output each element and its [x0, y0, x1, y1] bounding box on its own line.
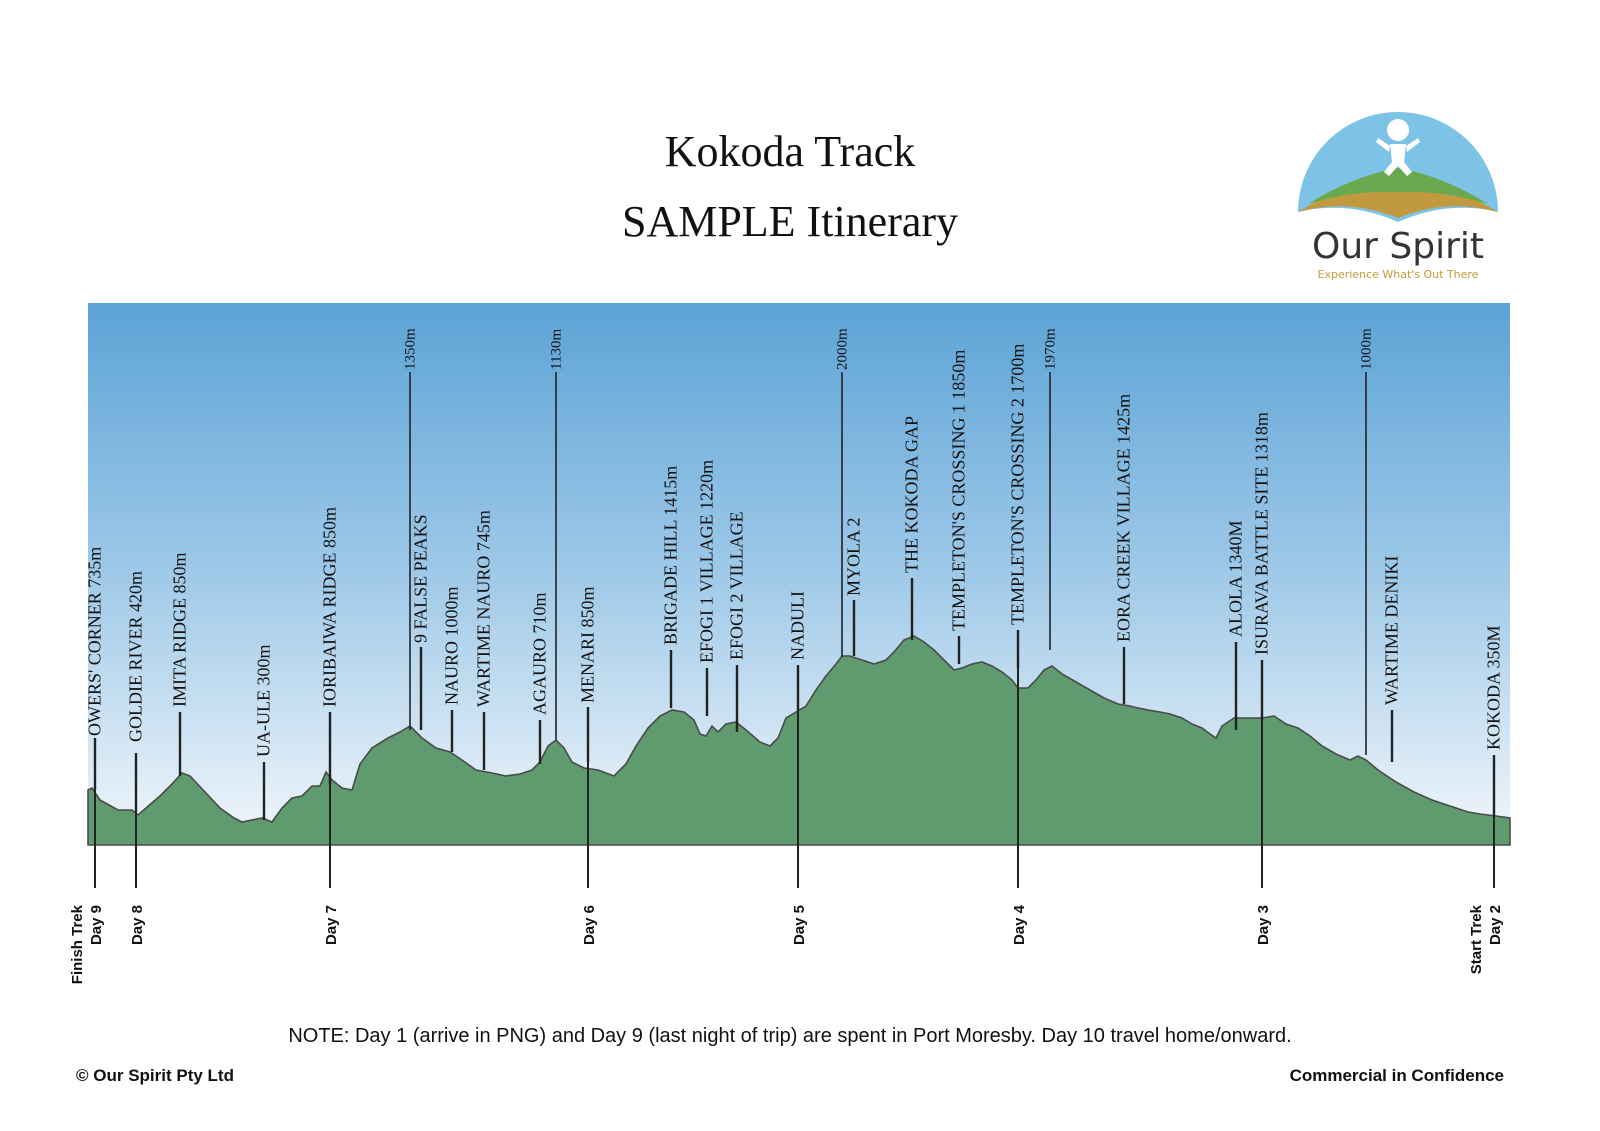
location-label: NADULI — [788, 591, 808, 660]
location-label: THE KOKODA GAP — [902, 416, 922, 573]
location-marker: AGAURO 710m — [530, 592, 550, 764]
location-marker: 1350m — [403, 328, 419, 730]
location-marker: IORIBAIWA RIDGE 850m — [320, 507, 340, 784]
location-label: BRIGADE HILL 1415m — [661, 466, 681, 645]
location-marker: TEMPLETON'S CROSSING 2 1700m — [1008, 344, 1028, 668]
location-marker: GOLDIE RIVER 420m — [126, 571, 146, 812]
copyright-footer: © Our Spirit Pty Ltd — [76, 1066, 234, 1085]
location-label: IMITA RIDGE 850m — [170, 552, 190, 707]
location-label: TEMPLETON'S CROSSING 1 1850m — [949, 350, 969, 631]
location-marker: UA-ULE 300m — [254, 645, 274, 820]
day-marker: Day 5 — [791, 710, 808, 945]
day-marker: Day 6 — [581, 762, 598, 945]
location-marker: 1000m — [1359, 328, 1375, 755]
location-marker: 2000m — [835, 328, 851, 657]
our-spirit-logo — [1298, 112, 1498, 222]
day-marker: Day 8 — [129, 812, 146, 945]
logo-hill-shape — [1308, 168, 1488, 204]
day-label: Finish Trek — [69, 904, 86, 984]
location-label: WARTIME DENIKI — [1382, 556, 1402, 705]
location-label: UA-ULE 300m — [254, 645, 274, 757]
location-label: WARTIME NAURO 745m — [474, 510, 494, 707]
itinerary-note: NOTE: Day 1 (arrive in PNG) and Day 9 (l… — [288, 1025, 1292, 1047]
location-label: EFOGI 1 VILLAGE 1220m — [697, 460, 717, 663]
day-marker: Finish Trek Day 9 — [69, 790, 105, 984]
location-label: IORIBAIWA RIDGE 850m — [320, 507, 340, 707]
location-marker: NADULI — [788, 591, 808, 710]
location-label: OWERS' CORNER 735m — [85, 547, 105, 736]
day-label: Day 4 — [1011, 904, 1028, 945]
location-marker: MENARI 850m — [578, 587, 598, 762]
location-marker: WARTIME DENIKI — [1382, 556, 1402, 762]
location-marker: EFOGI 1 VILLAGE 1220m — [697, 460, 717, 716]
location-label: AGAURO 710m — [530, 592, 550, 715]
location-label: ISURAVA BATTLE SITE 1318m — [1252, 412, 1272, 655]
location-marker: ALOLA 1340M — [1226, 521, 1246, 730]
page-subtitle: SAMPLE Itinerary — [621, 197, 959, 246]
location-marker: MYOLA 2 — [844, 517, 864, 656]
day-label: Day 8 — [129, 905, 146, 945]
location-label: MENARI 850m — [578, 587, 598, 704]
location-label: EORA CREEK VILLAGE 1425m — [1114, 394, 1134, 642]
location-marker: EORA CREEK VILLAGE 1425m — [1114, 394, 1134, 704]
location-marker: 9 FALSE PEAKS — [411, 514, 431, 730]
day-marker: Day 7 — [323, 784, 340, 945]
location-label: EFOGI 2 VILLAGE — [727, 511, 747, 660]
location-label: 1130m — [549, 329, 565, 370]
elevation-profile: OWERS' CORNER 735m GOLDIE RIVER 420m IMITA… — [69, 303, 1511, 984]
location-marker: TEMPLETON'S CROSSING 1 1850m — [949, 350, 969, 664]
day-label: Day 7 — [323, 905, 340, 945]
location-label: TEMPLETON'S CROSSING 2 1700m — [1008, 344, 1028, 625]
day-label: Day 9 — [88, 905, 105, 945]
day-markers: Finish Trek Day 9 Day 8 Day 7 Day 6 Day 5 Day … — [69, 668, 1504, 984]
location-label: GOLDIE RIVER 420m — [126, 571, 146, 742]
day-label: Day 2 — [1487, 905, 1504, 945]
day-marker: Start Trek Day 2 — [1468, 815, 1504, 974]
day-label: Day 3 — [1255, 905, 1272, 945]
page-title: Kokoda Track — [664, 127, 916, 176]
location-label: ALOLA 1340M — [1226, 521, 1246, 638]
location-label: 1350m — [403, 328, 419, 370]
location-marker: OWERS' CORNER 735m — [85, 547, 105, 790]
location-marker: ISURAVA BATTLE SITE 1318m — [1252, 412, 1272, 720]
location-label: NAURO 1000m — [442, 586, 462, 705]
location-label: 2000m — [835, 328, 851, 370]
day-marker: Day 4 — [1011, 668, 1028, 945]
location-marker: THE KOKODA GAP — [902, 416, 922, 640]
location-label: 1970m — [1043, 328, 1059, 370]
logo-name: Our Spirit — [1311, 226, 1485, 267]
location-markers: OWERS' CORNER 735m GOLDIE RIVER 420m IMITA… — [85, 328, 1504, 820]
day-marker: Day 3 — [1255, 720, 1272, 945]
location-marker: WARTIME NAURO 745m — [474, 510, 494, 770]
day-label: Day 6 — [581, 905, 598, 945]
location-label: 1000m — [1359, 328, 1375, 370]
logo-tagline: Experience What's Out There — [1317, 268, 1479, 281]
location-marker: KOKODA 350M — [1484, 625, 1504, 815]
day-label: Day 5 — [791, 905, 808, 945]
location-marker: 1130m — [549, 329, 565, 740]
location-marker: NAURO 1000m — [442, 586, 462, 752]
location-label: 9 FALSE PEAKS — [411, 514, 431, 643]
day-label: Start Trek — [1468, 904, 1485, 974]
location-label: MYOLA 2 — [844, 517, 864, 596]
location-marker: IMITA RIDGE 850m — [170, 552, 190, 776]
confidentiality-footer: Commercial in Confidence — [1289, 1066, 1504, 1085]
location-marker: EFOGI 2 VILLAGE — [727, 511, 747, 732]
location-marker: BRIGADE HILL 1415m — [661, 466, 681, 708]
figure-icon — [1376, 119, 1420, 176]
logo-earth-shape — [1298, 168, 1498, 218]
location-marker: 1970m — [1043, 328, 1059, 650]
location-label: KOKODA 350M — [1484, 625, 1504, 750]
